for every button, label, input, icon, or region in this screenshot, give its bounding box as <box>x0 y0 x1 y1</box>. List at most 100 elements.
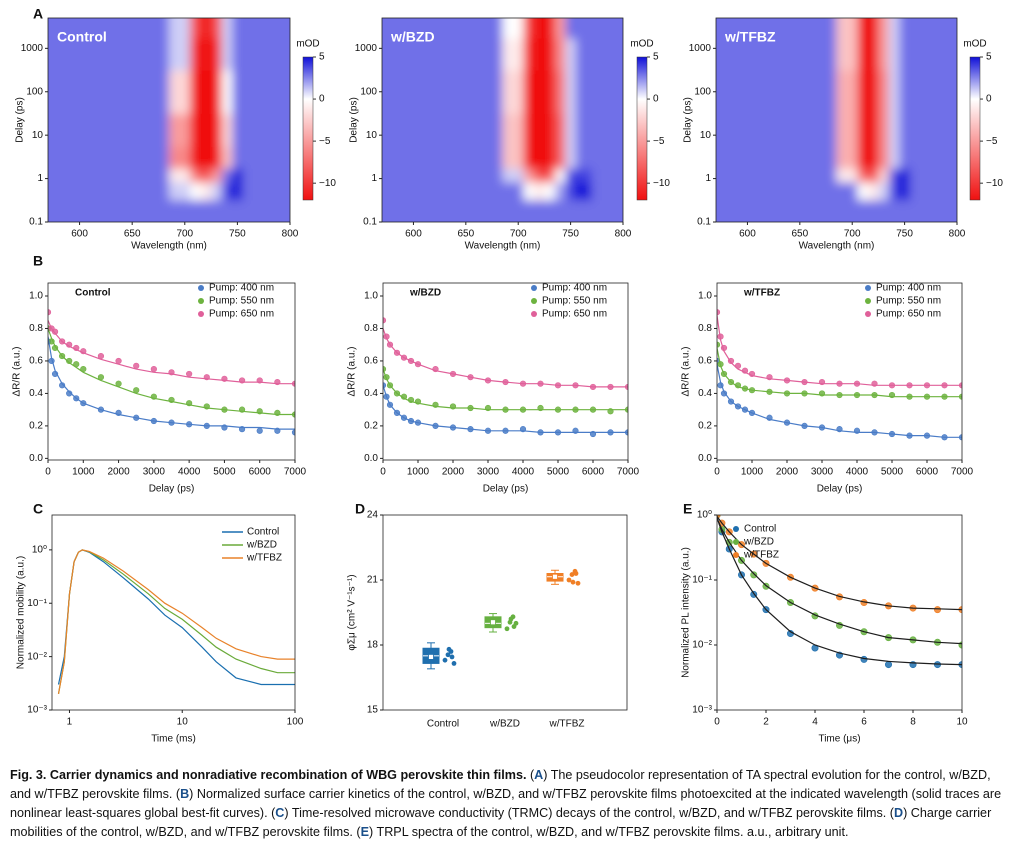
heatmap-cell <box>857 113 869 148</box>
heatmap-cell <box>946 70 957 114</box>
plot-area <box>717 515 962 669</box>
fit-curve <box>717 315 962 386</box>
legend-label: Pump: 650 nm <box>542 309 607 320</box>
heatmap-cell <box>773 18 806 39</box>
heatmap-cell <box>591 168 614 183</box>
heatmap-cell <box>169 181 191 201</box>
heatmap-cell <box>408 181 441 201</box>
heatmap-cell <box>502 70 524 114</box>
heatmap-cell <box>867 113 879 148</box>
y-tick-label: 0.2 <box>364 421 378 432</box>
heatmap-cell <box>471 181 503 201</box>
heatmap-cell <box>382 18 409 39</box>
heatmap-cell <box>439 199 472 222</box>
y-axis-label: ΔR/R (a.u.) <box>681 346 692 396</box>
legend-label: Control <box>247 527 279 538</box>
legend-label: Pump: 550 nm <box>542 296 607 307</box>
heatmap-cell <box>878 113 890 148</box>
data-point <box>449 654 455 660</box>
heatmap-cell <box>909 70 927 114</box>
fit-curve <box>717 517 962 645</box>
heatmap-cell <box>742 113 775 148</box>
heatmap-cell <box>221 199 233 222</box>
heatmap-cell <box>105 146 138 169</box>
heatmap-cell <box>857 181 869 201</box>
caption-text: B <box>180 787 190 801</box>
heatmap-cell <box>899 146 911 169</box>
heatmap-cell <box>867 37 879 71</box>
heatmap-cell <box>200 199 212 222</box>
heatmap-cell <box>221 181 233 201</box>
heatmap-cell <box>502 181 524 201</box>
x-tick-label: 4000 <box>846 467 869 478</box>
heatmap-cell <box>137 70 170 114</box>
heatmap-cell <box>565 18 577 39</box>
plot-frame <box>47 17 291 223</box>
fit-curve <box>717 364 962 438</box>
heatmap-cell <box>471 18 503 39</box>
heatmap-cell <box>575 37 593 71</box>
heatmap-cell <box>946 113 957 148</box>
colorbar-tick-label: 0 <box>986 94 992 105</box>
heatmap-cell <box>211 199 223 222</box>
y-tick-label: 10⁰ <box>32 545 47 556</box>
heatmap-cell <box>408 18 441 39</box>
heatmap-cell <box>888 18 900 39</box>
x-tick-label: 3000 <box>811 467 834 478</box>
panel-title: Control <box>57 29 107 45</box>
colorbar-tick-label: 5 <box>986 52 992 63</box>
caption-text: ) The pseudocolor representation of TA s… <box>10 768 991 801</box>
data-line <box>57 549 295 695</box>
heatmap-cell <box>74 199 107 222</box>
y-axis-label: Normalized mobility (a.u.) <box>16 556 27 669</box>
heatmap-cell <box>805 18 837 39</box>
heatmap-cell <box>74 113 107 148</box>
mean <box>428 654 434 660</box>
heatmap-cell <box>258 199 280 222</box>
colorbar-label: mOD <box>296 39 319 50</box>
heatmap-cell <box>533 18 545 39</box>
heatmap-cell <box>523 18 535 39</box>
heatmap-cell <box>169 146 191 169</box>
heatmap-cell <box>899 168 911 183</box>
x-tick-label: 3000 <box>143 467 166 478</box>
heatmap-cell <box>232 37 244 71</box>
heatmap-cell <box>836 37 858 71</box>
heatmap-cell <box>888 70 900 114</box>
y-tick-label: 0.1 <box>697 217 711 228</box>
heatmap-cell <box>523 70 535 114</box>
x-tick-label: w/TFBZ <box>549 719 585 730</box>
heatmap-cell <box>408 37 441 71</box>
heatmap-cell <box>716 168 743 183</box>
heatmap-cell <box>773 181 806 201</box>
heatmap-cell <box>137 181 170 201</box>
heatmap-cell <box>439 168 472 183</box>
heatmap-cell <box>805 113 837 148</box>
y-tick-label: 0.4 <box>29 388 43 399</box>
heatmap-cell <box>554 113 566 148</box>
heatmap-cell <box>857 70 869 114</box>
heatmap-cell <box>200 113 212 148</box>
heatmap-cell <box>888 199 900 222</box>
heatmap-cell <box>909 113 927 148</box>
y-tick-label: 10 <box>700 130 712 141</box>
heatmap-cell <box>909 199 927 222</box>
caption-text: ) Normalized surface carrier kinetics of… <box>10 787 1002 820</box>
panel-title: Control <box>75 288 111 299</box>
heatmap-cell <box>946 37 957 71</box>
y-axis-label: φΣμ (cm² V⁻¹s⁻¹) <box>347 574 358 650</box>
x-axis-label: Delay (ps) <box>483 484 529 495</box>
data-line <box>57 549 295 695</box>
data-point <box>933 606 941 614</box>
heatmap-cell <box>533 146 545 169</box>
heatmap-cell <box>716 70 743 114</box>
panel-title: w/BZD <box>390 29 435 45</box>
heatmap-cell <box>137 168 170 183</box>
heatmap-cells <box>48 18 290 222</box>
heatmap-cell <box>773 199 806 222</box>
heatmap-cell <box>716 146 743 169</box>
heatmap-cell <box>773 37 806 71</box>
heatmap-cell <box>925 18 948 39</box>
y-tick-label: 1 <box>37 173 43 184</box>
data-point <box>860 655 868 663</box>
